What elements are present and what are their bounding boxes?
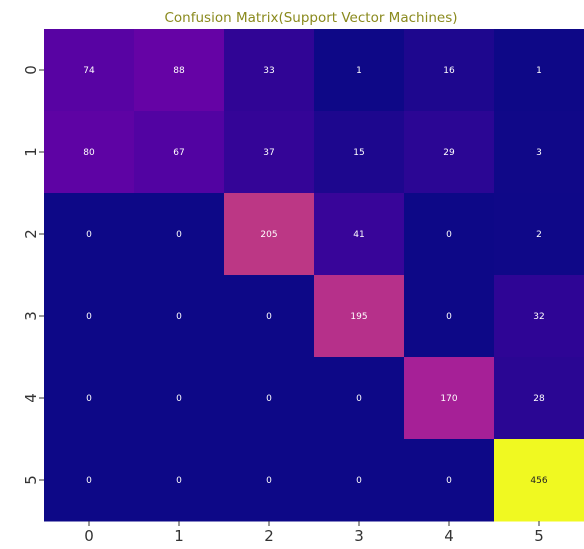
- heatmap-cell: [404, 439, 495, 522]
- cell-value-label: 0: [266, 476, 272, 486]
- heatmap-cell: [44, 29, 135, 112]
- cell-value-label: 0: [176, 476, 182, 486]
- heatmap-cell: [44, 275, 135, 358]
- heatmap-cell: [494, 193, 584, 276]
- heatmap-cell: [134, 29, 225, 112]
- cell-value-label: 28: [533, 394, 545, 404]
- heatmap-cell: [224, 275, 315, 358]
- heatmap-cell: [494, 439, 584, 522]
- heatmap-cell: [494, 29, 584, 112]
- heatmap-cell: [134, 193, 225, 276]
- heatmap-cell: [44, 193, 135, 276]
- cell-value-label: 0: [266, 394, 272, 404]
- y-tick-label: 5: [22, 475, 40, 485]
- cell-value-label: 37: [263, 148, 274, 158]
- heatmap-cell: [224, 111, 315, 194]
- cell-value-label: 32: [533, 312, 544, 322]
- cell-value-label: 0: [86, 394, 92, 404]
- y-tick-label: 4: [22, 393, 40, 403]
- cell-value-label: 0: [176, 230, 182, 240]
- cell-value-label: 80: [83, 148, 95, 158]
- cell-value-label: 0: [446, 230, 452, 240]
- cell-value-label: 0: [176, 394, 182, 404]
- heatmap-cell: [44, 111, 135, 194]
- cell-value-label: 41: [353, 230, 364, 240]
- cell-value-labels: 74 88 33 1 16 180 67 37 15 29 30 0 205 41 0 20 0 0 195 0 320…: [83, 66, 548, 486]
- cell-value-label: 0: [266, 312, 272, 322]
- heatmap-cell: [134, 275, 225, 358]
- heatmap-cell: [494, 357, 584, 440]
- cell-value-label: 195: [350, 312, 367, 322]
- heatmap-cell: [404, 111, 495, 194]
- heatmap-cell: [314, 439, 405, 522]
- cell-value-label: 0: [86, 230, 92, 240]
- heatmap-cell: [404, 29, 495, 112]
- heatmap-cell: [314, 29, 405, 112]
- cell-value-label: 0: [176, 312, 182, 322]
- cell-value-label: 205: [260, 230, 277, 240]
- heatmap-cell: [494, 275, 584, 358]
- heatmap-cell: [314, 193, 405, 276]
- cell-value-label: 74: [83, 66, 95, 76]
- x-tick-label: 1: [174, 527, 184, 545]
- cell-value-label: 1: [356, 66, 362, 76]
- x-tick-label: 2: [264, 527, 274, 545]
- cell-value-label: 3: [536, 148, 542, 158]
- heatmap-cells: [44, 29, 584, 522]
- heatmap-cell: [134, 439, 225, 522]
- cell-value-label: 15: [353, 148, 364, 158]
- heatmap-cell: [404, 357, 495, 440]
- x-tick-label: 3: [354, 527, 364, 545]
- cell-value-label: 0: [86, 312, 92, 322]
- cell-value-label: 456: [530, 476, 547, 486]
- y-tick-label: 3: [22, 311, 40, 321]
- heatmap-cell: [224, 193, 315, 276]
- cell-value-label: 1: [536, 66, 542, 76]
- cell-value-label: 88: [173, 66, 185, 76]
- heatmap-cell: [44, 439, 135, 522]
- y-tick-label: 2: [22, 229, 40, 239]
- x-tick-label: 5: [534, 527, 544, 545]
- y-tick-label: 0: [22, 65, 40, 75]
- cell-value-label: 2: [536, 230, 542, 240]
- heatmap-cell: [134, 111, 225, 194]
- x-tick-label: 4: [444, 527, 454, 545]
- heatmap-cell: [314, 357, 405, 440]
- cell-value-label: 67: [173, 148, 184, 158]
- y-tick-label: 1: [22, 147, 40, 157]
- x-tick-label: 0: [84, 527, 94, 545]
- cell-value-label: 0: [446, 312, 452, 322]
- x-axis-ticks: 0 1 2 3 4 5: [84, 521, 544, 545]
- heatmap-cell: [404, 193, 495, 276]
- cell-value-label: 0: [356, 476, 362, 486]
- chart-title: Confusion Matrix(Support Vector Machines…: [165, 10, 458, 26]
- cell-value-label: 170: [440, 394, 457, 404]
- heatmap-cell: [134, 357, 225, 440]
- heatmap-cell: [44, 357, 135, 440]
- cell-value-label: 0: [86, 476, 92, 486]
- heatmap-cell: [314, 111, 405, 194]
- cell-value-label: 16: [443, 66, 455, 76]
- heatmap-cell: [224, 29, 315, 112]
- heatmap-cell: [404, 275, 495, 358]
- cell-value-label: 33: [263, 66, 274, 76]
- heatmap-cell: [314, 275, 405, 358]
- heatmap-cell: [224, 357, 315, 440]
- heatmap-cell: [494, 111, 584, 194]
- heatmap-cell: [224, 439, 315, 522]
- cell-value-label: 0: [446, 476, 452, 486]
- cell-value-label: 29: [443, 148, 455, 158]
- y-axis-ticks: 0 1 2 3 4 5: [22, 65, 44, 485]
- cell-value-label: 0: [356, 394, 362, 404]
